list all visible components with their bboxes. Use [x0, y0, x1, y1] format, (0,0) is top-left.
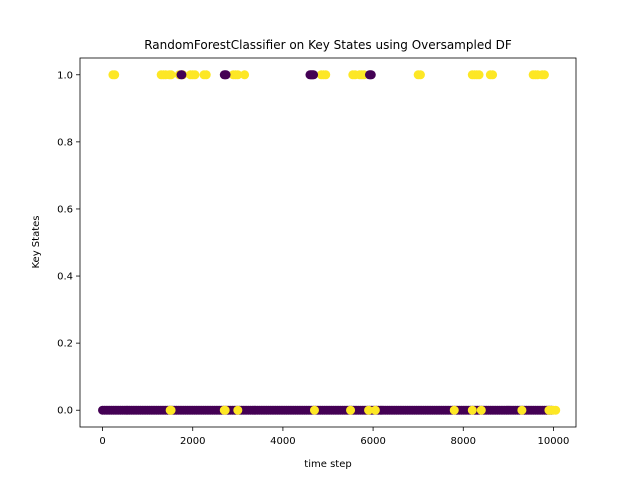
data-point: [476, 405, 486, 415]
data-point: [309, 405, 319, 415]
y-tick-label: 0.6: [57, 204, 73, 215]
data-point: [233, 70, 243, 80]
data-point: [346, 405, 356, 415]
x-tick-label: 8000: [451, 436, 476, 447]
data-point: [370, 405, 380, 415]
data-point: [539, 70, 549, 80]
data-point: [240, 70, 250, 80]
chart-title: RandomForestClassifier on Key States usi…: [144, 38, 512, 52]
x-axis: 0 2000 4000 6000 8000 10000: [99, 427, 569, 447]
data-point: [366, 70, 376, 80]
data-point: [449, 405, 459, 415]
x-tick-label: 0: [99, 436, 105, 447]
data-point: [321, 70, 331, 80]
plot-frame: [79, 57, 577, 428]
data-point: [551, 405, 561, 415]
x-axis-label: time step: [304, 459, 351, 470]
data-point: [110, 70, 120, 80]
y-tick-label: 0.8: [57, 137, 73, 148]
data-point: [221, 70, 231, 80]
x-tick-label: 6000: [360, 436, 385, 447]
data-point: [467, 405, 477, 415]
x-tick-label: 4000: [270, 436, 295, 447]
data-point: [190, 70, 200, 80]
data-point: [166, 70, 176, 80]
data-point: [364, 405, 374, 415]
y-tick-label: 0.2: [57, 339, 73, 350]
y-tick-label: 0.0: [57, 406, 73, 417]
data-point: [309, 70, 319, 80]
x-tick-label: 2000: [180, 436, 205, 447]
data-point: [415, 70, 425, 80]
y-axis: 0.0 0.2 0.4 0.6 0.8 1.0: [57, 70, 80, 417]
data-point: [201, 70, 211, 80]
y-tick-label: 0.4: [57, 272, 73, 283]
y-axis-label: Key States: [31, 216, 42, 269]
y-tick-label: 1.0: [57, 70, 73, 81]
data-point: [474, 70, 484, 80]
data-point: [233, 405, 243, 415]
data-point: [177, 70, 187, 80]
x-tick-label: 10000: [538, 436, 570, 447]
data-point: [166, 405, 176, 415]
data-point: [517, 405, 527, 415]
data-point: [220, 405, 230, 415]
points-layer: [98, 70, 561, 415]
data-point: [488, 70, 498, 80]
